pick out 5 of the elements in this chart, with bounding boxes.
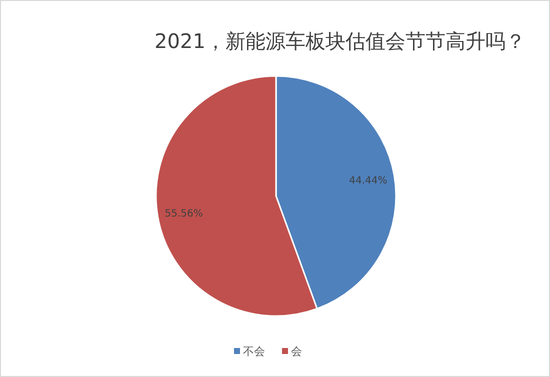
data-label: 44.44% <box>349 176 388 187</box>
chart-title: 2021，新能源车板块估值会节节高升吗？ <box>154 29 526 53</box>
data-label: 55.56% <box>164 208 203 220</box>
legend-label: 会 <box>291 345 302 358</box>
legend-label: 不会 <box>243 345 265 358</box>
